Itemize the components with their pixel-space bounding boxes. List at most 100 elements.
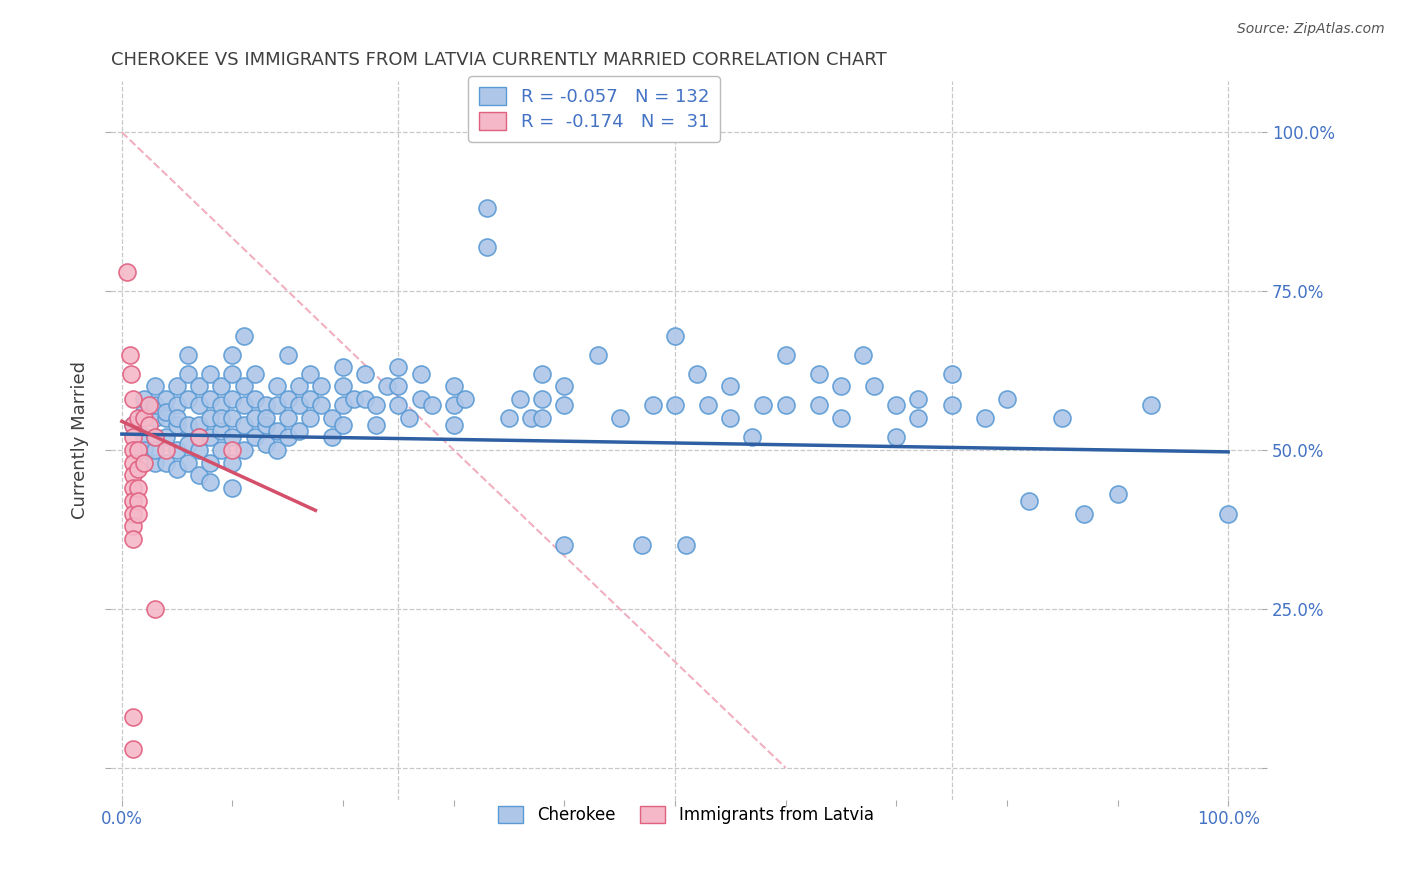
Point xyxy=(127,442,149,457)
Point xyxy=(409,367,432,381)
Point xyxy=(117,265,139,279)
Point xyxy=(443,399,465,413)
Point xyxy=(243,392,266,406)
Point xyxy=(718,379,741,393)
Point xyxy=(122,417,145,432)
Point xyxy=(420,399,443,413)
Point xyxy=(309,399,332,413)
Point xyxy=(884,430,907,444)
Point xyxy=(830,379,852,393)
Point xyxy=(122,710,145,724)
Point xyxy=(332,399,354,413)
Point xyxy=(143,456,166,470)
Point xyxy=(209,399,232,413)
Point xyxy=(155,405,177,419)
Point xyxy=(454,392,477,406)
Point xyxy=(375,379,398,393)
Point xyxy=(177,417,200,432)
Point xyxy=(221,348,243,362)
Point xyxy=(1050,411,1073,425)
Point xyxy=(209,411,232,425)
Point xyxy=(232,328,254,343)
Point xyxy=(409,392,432,406)
Point xyxy=(221,456,243,470)
Point xyxy=(995,392,1018,406)
Point xyxy=(366,399,388,413)
Point xyxy=(863,379,886,393)
Point xyxy=(1218,507,1240,521)
Point xyxy=(387,399,409,413)
Point xyxy=(127,411,149,425)
Point xyxy=(531,411,554,425)
Point xyxy=(520,411,543,425)
Point xyxy=(830,411,852,425)
Point xyxy=(143,379,166,393)
Point xyxy=(127,462,149,476)
Point xyxy=(188,442,211,457)
Point xyxy=(166,442,188,457)
Point xyxy=(675,538,697,552)
Point xyxy=(200,456,222,470)
Point xyxy=(143,442,166,457)
Point xyxy=(122,532,145,546)
Point xyxy=(752,399,775,413)
Point xyxy=(143,399,166,413)
Point xyxy=(243,411,266,425)
Point xyxy=(277,430,299,444)
Point xyxy=(132,405,155,419)
Point xyxy=(266,399,288,413)
Point xyxy=(941,399,963,413)
Point xyxy=(531,392,554,406)
Point xyxy=(852,348,875,362)
Point xyxy=(1018,493,1040,508)
Point xyxy=(553,538,575,552)
Point xyxy=(321,430,343,444)
Point xyxy=(221,367,243,381)
Point xyxy=(277,392,299,406)
Point xyxy=(298,411,321,425)
Point xyxy=(686,367,709,381)
Point xyxy=(155,442,177,457)
Point xyxy=(200,475,222,489)
Point xyxy=(221,442,243,457)
Point xyxy=(443,417,465,432)
Point xyxy=(122,417,145,432)
Point xyxy=(166,417,188,432)
Point xyxy=(188,430,211,444)
Point xyxy=(232,417,254,432)
Point xyxy=(1073,507,1095,521)
Point xyxy=(288,399,311,413)
Point xyxy=(343,392,366,406)
Point xyxy=(443,379,465,393)
Point xyxy=(807,399,830,413)
Point xyxy=(188,430,211,444)
Point xyxy=(155,456,177,470)
Point xyxy=(122,519,145,533)
Point xyxy=(188,468,211,483)
Point xyxy=(127,507,149,521)
Point xyxy=(266,442,288,457)
Point xyxy=(221,392,243,406)
Point xyxy=(143,602,166,616)
Point xyxy=(188,417,211,432)
Point xyxy=(243,367,266,381)
Point xyxy=(973,411,995,425)
Point xyxy=(531,367,554,381)
Point xyxy=(697,399,720,413)
Point xyxy=(132,442,155,457)
Point xyxy=(1139,399,1161,413)
Point xyxy=(354,367,377,381)
Point xyxy=(221,430,243,444)
Point xyxy=(907,411,929,425)
Point xyxy=(132,411,155,425)
Y-axis label: Currently Married: Currently Married xyxy=(72,361,89,519)
Point xyxy=(155,411,177,425)
Point xyxy=(509,392,531,406)
Point xyxy=(232,399,254,413)
Point xyxy=(586,348,609,362)
Point xyxy=(741,430,763,444)
Point xyxy=(309,379,332,393)
Point xyxy=(200,430,222,444)
Point xyxy=(398,411,420,425)
Point xyxy=(387,379,409,393)
